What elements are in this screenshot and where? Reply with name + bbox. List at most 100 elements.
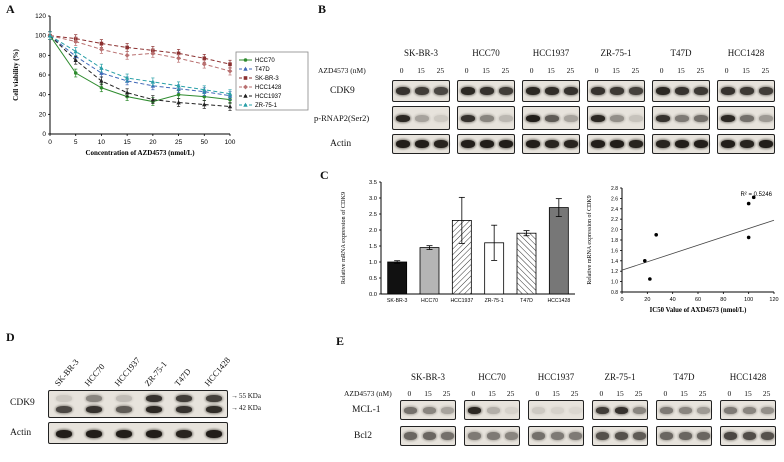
blot-band: [678, 432, 692, 440]
dose-value: 15: [677, 66, 685, 75]
blot-band: [697, 406, 711, 414]
series-marker: [202, 102, 207, 107]
y-tick-label: 2.0: [611, 228, 618, 234]
blot-band-55kda: [176, 395, 192, 402]
blot-box-actin: [392, 134, 450, 154]
scatter-point: [648, 277, 652, 281]
blot-band-55kda: [206, 395, 222, 402]
blot-band: [415, 87, 429, 95]
blot-band: [545, 114, 559, 122]
series-marker: [243, 93, 248, 98]
cell-line-label: HCC1428: [727, 48, 765, 58]
series-marker: [124, 90, 130, 95]
dose-value: 25: [506, 389, 515, 398]
y-tick-label: 2.6: [611, 196, 618, 202]
blot-band: [590, 114, 605, 122]
dose-value: 0: [727, 389, 732, 398]
cell-line-label: HCC1428: [729, 372, 767, 382]
blot-band: [610, 87, 624, 95]
series-line-HCC1937: [49, 35, 231, 107]
blot-band: [486, 432, 500, 440]
blot-band-42kda: [206, 406, 222, 413]
blot-band: [761, 432, 775, 440]
cell-line-label: T47D: [172, 366, 193, 388]
blot-box-mcl1: [592, 400, 648, 420]
x-category-label: ZR-75-1: [485, 298, 504, 304]
blot-band: [434, 140, 449, 148]
x-category-label: T47D: [520, 298, 533, 304]
blot-band: [531, 432, 545, 440]
arrow-icon: →: [231, 404, 238, 412]
blot-band: [460, 87, 475, 95]
blot-band: [415, 114, 429, 122]
panel-b-row-label-actin: Actin: [330, 139, 352, 149]
dose-value: 25: [634, 389, 643, 398]
blot-band: [486, 406, 500, 414]
blot-box-mcl1: [720, 400, 776, 420]
blot-band: [422, 406, 436, 414]
blot-band: [629, 87, 644, 95]
blot-band: [525, 114, 540, 122]
blot-band: [659, 406, 673, 414]
blot-band-42kda: [176, 406, 192, 413]
blot-band: [176, 430, 192, 438]
x-tick-label: 15: [124, 139, 132, 146]
blot-band-42kda: [86, 406, 102, 413]
series-marker: [228, 62, 232, 66]
y-tick-label: 3.0: [369, 196, 377, 202]
blot-band: [675, 87, 689, 95]
dose-value: 15: [616, 389, 624, 398]
blot-box-cdk9: [48, 390, 228, 418]
dose-value: 0: [724, 66, 729, 75]
blot-box-actin: [652, 134, 710, 154]
blot-band: [742, 432, 756, 440]
x-axis-title: Concentration of AZD4573 (nmol/L): [85, 149, 195, 157]
series-marker: [73, 49, 78, 54]
blot-band: [759, 140, 774, 148]
blot-band: [610, 140, 624, 148]
blot-band: [633, 432, 647, 440]
panel-d-row-label-actin: Actin: [10, 428, 32, 438]
y-tick-label: 0.0: [369, 292, 377, 298]
blot-band: [467, 432, 481, 440]
blot-band: [499, 87, 514, 95]
series-marker: [150, 50, 156, 56]
cell-line-label: ZR-75-1: [600, 48, 632, 58]
series-marker: [176, 92, 181, 97]
blot-band: [146, 430, 162, 438]
blot-box-bcl2: [592, 426, 648, 446]
series-marker: [150, 97, 156, 102]
blot-band: [659, 432, 673, 440]
blot-band: [655, 114, 670, 122]
series-marker: [47, 33, 53, 38]
panel-e-row-label-mcl1: MCL-1: [352, 405, 381, 415]
panel-d-label: D: [6, 330, 15, 344]
blot-box-cdk9: [522, 80, 580, 102]
blot-band: [403, 432, 417, 440]
series-line-HCC70: [49, 35, 231, 103]
y-tick-label: 2.5: [369, 212, 377, 218]
blot-band: [116, 430, 132, 438]
cell-line-label: HCC70: [478, 372, 506, 382]
blot-band-42kda: [146, 406, 162, 413]
series-marker: [243, 76, 248, 80]
series-line-ZR-75-1: [49, 35, 231, 95]
ic50-scatter-chart: 0 20 40 60 80 100 120 0.8 1.0 1.2 1.4 1.6 1.8 2.0 2.2 2…: [586, 186, 779, 314]
cell-line-label: ZR-75-1: [604, 372, 636, 382]
y-tick-label: 1.5: [369, 244, 377, 250]
dose-value: 0: [535, 389, 540, 398]
series-marker: [243, 58, 248, 62]
dose-value: 25: [698, 389, 707, 398]
blot-band: [441, 432, 455, 440]
panel-a-label: A: [6, 2, 15, 16]
blot-band: [614, 432, 628, 440]
series-marker: [73, 71, 78, 75]
blot-band-42kda: [116, 406, 132, 413]
blot-band: [614, 406, 628, 414]
blot-box-actin: [457, 134, 515, 154]
y-tick-label: 3.5: [369, 180, 377, 186]
blot-band: [655, 87, 670, 95]
series-marker: [202, 56, 207, 61]
blot-box-cdk9: [392, 80, 450, 102]
